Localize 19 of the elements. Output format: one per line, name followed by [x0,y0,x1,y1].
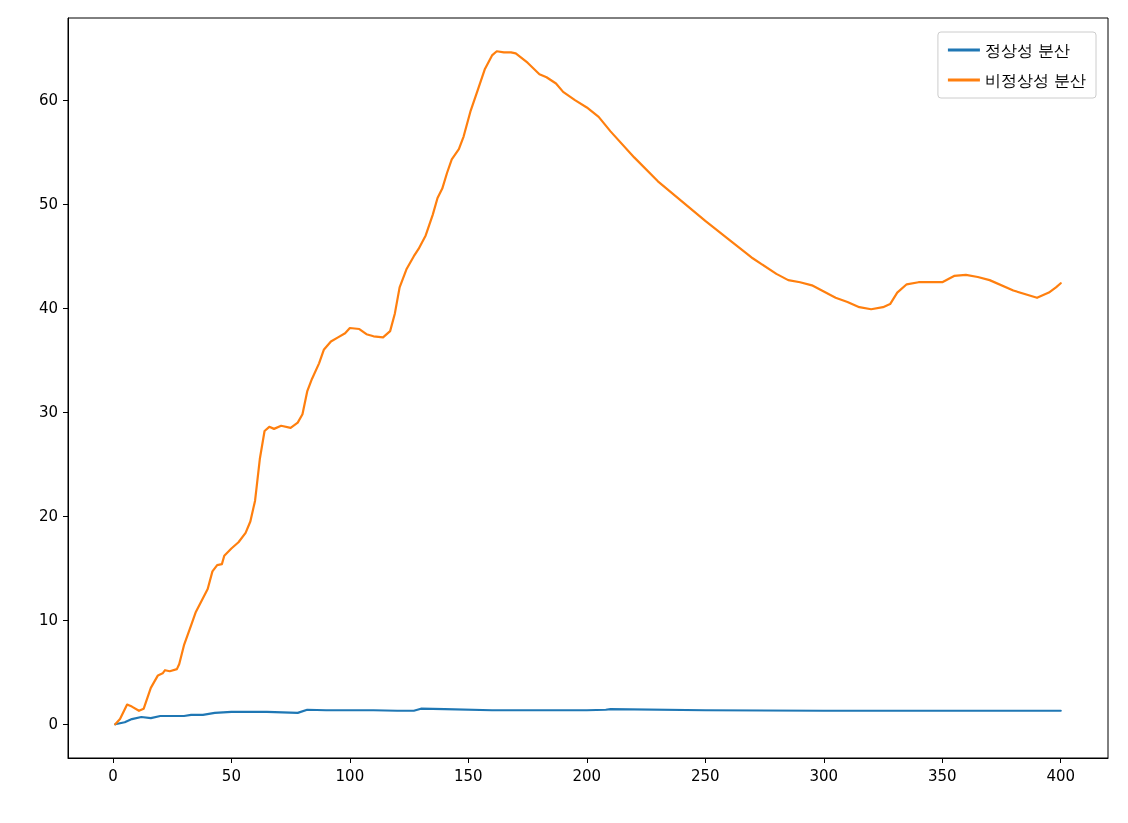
x-tick-label: 250 [690,766,720,785]
x-tick-label: 0 [108,766,118,785]
y-tick-label: 30 [38,403,58,422]
y-tick-label: 60 [38,91,58,110]
y-tick-label: 0 [48,715,58,734]
x-tick-label: 100 [335,766,365,785]
legend-label: 비정상성 분산 [984,70,1087,90]
y-tick-label: 20 [38,507,58,526]
x-tick-label: 200 [572,766,602,785]
y-tick-label: 10 [38,611,58,630]
y-tick-label: 40 [38,299,58,318]
x-tick-label: 300 [809,766,839,785]
x-tick-label: 150 [454,766,483,785]
x-tick-label: 400 [1046,766,1076,785]
x-tick-label: 350 [927,766,957,785]
legend-label: 정상성 분산 [984,40,1071,60]
y-tick-label: 50 [38,195,58,214]
line-series [114,707,1062,726]
x-tick-label: 50 [221,766,241,785]
